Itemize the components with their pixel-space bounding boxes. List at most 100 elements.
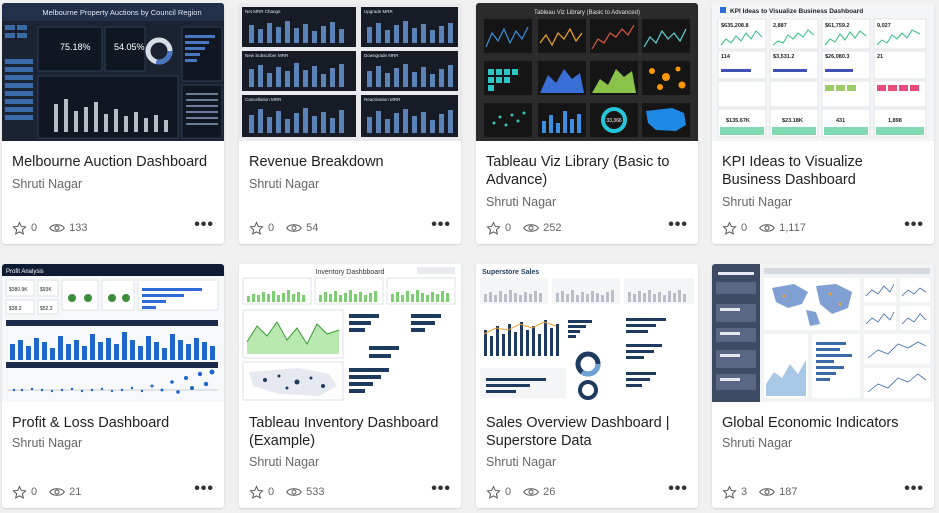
viz-thumbnail[interactable]: Melbourne Property Auctions by Council R…	[2, 3, 224, 141]
author-name[interactable]: Shruti Nagar	[249, 455, 319, 469]
more-horizontal-icon[interactable]: •••	[194, 220, 214, 236]
eye-icon	[49, 222, 65, 234]
viz-title[interactable]: Tableau Inventory Dashboard (Example)	[249, 414, 451, 450]
viz-card[interactable]: Superstore Sales Sales Overview Dashboar…	[476, 264, 698, 508]
svg-text:54.05%: 54.05%	[114, 42, 145, 52]
viz-thumbnail[interactable]: Profit Analysis $380.9K $93K $38.2 $52.2	[2, 264, 224, 402]
eye-icon	[49, 486, 65, 498]
thumbnail-image: Tableau Viz Library (Basic to Advanced)	[476, 3, 698, 141]
thumb-heading: KPI Ideas to Visualize Business Dashboar…	[730, 8, 863, 15]
viz-title[interactable]: Melbourne Auction Dashboard	[12, 153, 214, 171]
svg-text:431: 431	[836, 118, 845, 124]
svg-text:$3,531.2: $3,531.2	[773, 54, 794, 60]
eye-icon	[759, 222, 775, 234]
view-count: 133	[69, 222, 87, 234]
svg-text:$38.2: $38.2	[9, 306, 22, 312]
thumbnail-image: Net MRR Change Upgrade MRR New Subscribe…	[239, 3, 461, 141]
viz-card[interactable]: Global Economic Indicators Shruti Nagar …	[712, 264, 934, 508]
star-outline-icon[interactable]	[722, 485, 737, 500]
author-name[interactable]: Shruti Nagar	[722, 436, 792, 450]
svg-text:$93K: $93K	[40, 287, 52, 293]
viz-thumbnail[interactable]: Superstore Sales	[476, 264, 698, 402]
view-count: 54	[306, 222, 318, 234]
more-horizontal-icon[interactable]: •••	[194, 484, 214, 500]
thumbnail-image	[712, 264, 934, 402]
favorite-count: 0	[741, 222, 747, 234]
viz-thumbnail[interactable]: Tableau Viz Library (Basic to Advanced)	[476, 3, 698, 141]
svg-text:$52.2: $52.2	[40, 306, 53, 312]
viz-card[interactable]: Inventory Dashbboard	[239, 264, 461, 508]
viz-card[interactable]: Tableau Viz Library (Basic to Advanced)	[476, 3, 698, 244]
favorite-count: 0	[31, 222, 37, 234]
view-count: 26	[543, 486, 555, 498]
star-outline-icon[interactable]	[486, 221, 501, 236]
author-name[interactable]: Shruti Nagar	[12, 177, 82, 191]
viz-thumbnail[interactable]	[712, 264, 934, 402]
thumb-heading: Superstore Sales	[482, 269, 539, 276]
thumbnail-image: Profit Analysis $380.9K $93K $38.2 $52.2	[2, 264, 224, 402]
thumbnail-image: Inventory Dashbboard	[239, 264, 461, 402]
svg-text:75.18%: 75.18%	[60, 42, 91, 52]
viz-title[interactable]: Sales Overview Dashboard | Superstore Da…	[486, 414, 688, 450]
more-horizontal-icon[interactable]: •••	[431, 220, 451, 236]
viz-card[interactable]: Profit Analysis $380.9K $93K $38.2 $52.2	[2, 264, 224, 508]
viz-card[interactable]: Net MRR Change Upgrade MRR New Subscribe…	[239, 3, 461, 244]
author-name[interactable]: Shruti Nagar	[249, 177, 319, 191]
favorite-count: 0	[505, 486, 511, 498]
viz-stats: 0 252 •••	[486, 220, 688, 236]
star-outline-icon[interactable]	[12, 485, 27, 500]
svg-text:$635,208.8: $635,208.8	[721, 23, 749, 29]
view-count: 252	[543, 222, 561, 234]
svg-text:9,027: 9,027	[877, 23, 891, 29]
more-horizontal-icon[interactable]: •••	[904, 484, 924, 500]
svg-text:$380.9K: $380.9K	[9, 287, 28, 293]
svg-text:1,898: 1,898	[888, 118, 902, 124]
viz-title[interactable]: Global Economic Indicators	[722, 414, 924, 432]
viz-stats: 0 54 •••	[249, 220, 451, 236]
more-horizontal-icon[interactable]: •••	[904, 220, 924, 236]
star-outline-icon[interactable]	[722, 221, 737, 236]
author-name[interactable]: Shruti Nagar	[486, 195, 556, 209]
svg-text:$135.67K: $135.67K	[726, 118, 750, 124]
star-outline-icon[interactable]	[486, 485, 501, 500]
more-horizontal-icon[interactable]: •••	[668, 220, 688, 236]
viz-card[interactable]: Melbourne Property Auctions by Council R…	[2, 3, 224, 244]
author-name[interactable]: Shruti Nagar	[12, 436, 82, 450]
viz-thumbnail[interactable]: Inventory Dashbboard	[239, 264, 461, 402]
viz-thumbnail[interactable]: Net MRR Change Upgrade MRR New Subscribe…	[239, 3, 461, 141]
view-count: 533	[306, 486, 324, 498]
viz-title[interactable]: Revenue Breakdown	[249, 153, 451, 171]
thumbnail-image: Superstore Sales	[476, 264, 698, 402]
svg-text:114: 114	[721, 54, 731, 60]
more-horizontal-icon[interactable]: •••	[668, 484, 688, 500]
eye-icon	[523, 222, 539, 234]
favorite-count: 3	[741, 486, 747, 498]
thumb-label: New Subscriber MRR	[245, 53, 289, 58]
svg-text:2,887: 2,887	[773, 23, 787, 29]
view-count: 21	[69, 486, 81, 498]
thumb-label: Net MRR Change	[245, 9, 281, 14]
author-name[interactable]: Shruti Nagar	[722, 195, 792, 209]
svg-text:$23.18K: $23.18K	[782, 118, 803, 124]
more-horizontal-icon[interactable]: •••	[431, 484, 451, 500]
viz-title[interactable]: KPI Ideas to Visualize Business Dashboar…	[722, 153, 924, 189]
viz-card[interactable]: KPI Ideas to Visualize Business Dashboar…	[712, 3, 934, 244]
star-outline-icon[interactable]	[249, 221, 264, 236]
eye-icon	[286, 486, 302, 498]
favorite-count: 0	[268, 222, 274, 234]
viz-title[interactable]: Tableau Viz Library (Basic to Advance)	[486, 153, 688, 189]
viz-stats: 0 21 •••	[12, 484, 214, 500]
author-name[interactable]: Shruti Nagar	[486, 455, 556, 469]
favorite-count: 0	[505, 222, 511, 234]
star-outline-icon[interactable]	[12, 221, 27, 236]
svg-text:$61,759.2: $61,759.2	[825, 23, 849, 29]
eye-icon	[523, 486, 539, 498]
star-outline-icon[interactable]	[249, 485, 264, 500]
viz-thumbnail[interactable]: KPI Ideas to Visualize Business Dashboar…	[712, 3, 934, 141]
view-count: 187	[779, 486, 797, 498]
thumb-label: Reactivation MRR	[364, 97, 401, 102]
favorite-count: 0	[31, 486, 37, 498]
viz-title[interactable]: Profit & Loss Dashboard	[12, 414, 214, 432]
thumb-label: Downgrade MRR	[364, 53, 399, 58]
